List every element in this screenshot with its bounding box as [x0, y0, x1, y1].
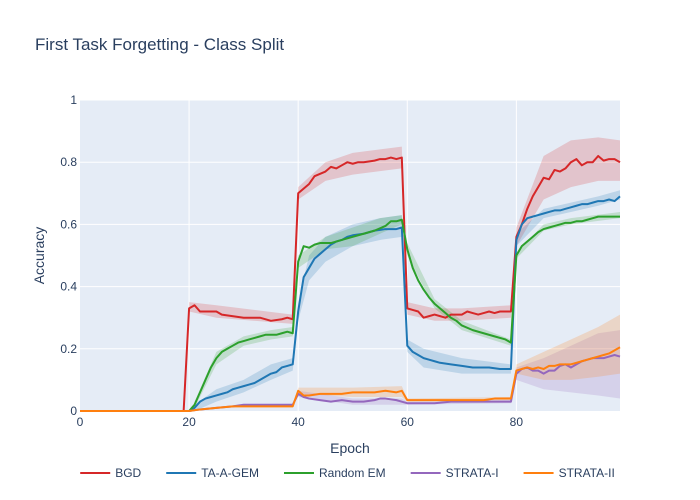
y-tick-label: 0: [70, 404, 77, 418]
x-tick-label: 20: [182, 415, 196, 429]
chart-title: First Task Forgetting - Class Split: [35, 35, 284, 54]
plot-area: [80, 100, 620, 411]
legend-label: STRATA-I: [446, 466, 499, 480]
series-line-ta-a-gem: [80, 195, 621, 412]
y-tick-label: 1: [70, 93, 77, 107]
legend[interactable]: BGD TA-A-GEM Random EM STRATA-I STRATA-II: [80, 466, 615, 480]
band-random-em: [194, 211, 620, 408]
y-tick-label: 0.8: [60, 155, 77, 169]
x-tick-label: 80: [510, 415, 524, 429]
y-axis-label: Accuracy: [31, 227, 47, 285]
band-strata-i: [298, 330, 620, 405]
legend-label: Random EM: [319, 466, 386, 480]
x-axis-label: Epoch: [330, 440, 370, 456]
legend-label: STRATA-II: [559, 466, 615, 480]
series-line-random-em: [80, 215, 620, 412]
x-tick-label: 0: [77, 415, 84, 429]
x-tick-label: 60: [401, 415, 415, 429]
legend-item-bgd[interactable]: BGD: [80, 466, 142, 480]
legend-item-random-em[interactable]: Random EM: [283, 466, 386, 480]
series-lines: [80, 154, 621, 412]
x-tick-labels: 0 20 40 60 80: [77, 415, 524, 429]
y-tick-label: 0.2: [60, 342, 77, 356]
legend-label: BGD: [115, 466, 141, 480]
legend-item-strata-i[interactable]: STRATA-I: [410, 466, 499, 480]
series-line-bgd: [80, 154, 621, 412]
y-tick-labels: 0 0.2 0.4 0.6 0.8 1: [60, 93, 77, 418]
legend-item-strata-ii[interactable]: STRATA-II: [523, 466, 615, 480]
legend-item-ta-a-gem[interactable]: TA-A-GEM: [166, 466, 259, 480]
y-tick-label: 0.4: [60, 280, 77, 294]
x-tick-label: 40: [292, 415, 306, 429]
y-tick-label: 0.6: [60, 217, 77, 231]
legend-label: TA-A-GEM: [201, 466, 259, 480]
series-line-strata-ii: [80, 346, 621, 412]
